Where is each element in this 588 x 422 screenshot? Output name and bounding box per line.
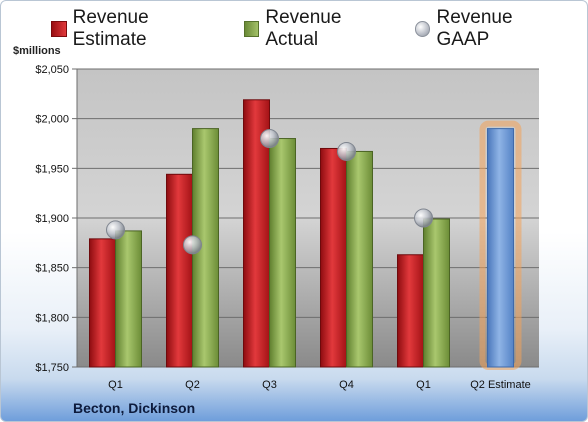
bar-revenue-actual	[269, 138, 296, 368]
marker-revenue-gaap	[260, 129, 279, 149]
y-tick-label: $2,050	[35, 64, 69, 76]
legend-label-gaap: Revenue GAAP	[436, 7, 513, 50]
y-axis-units-label: $millions	[13, 45, 61, 57]
y-tick-label: $1,850	[35, 263, 69, 275]
marker-revenue-gaap	[106, 220, 125, 240]
marker-revenue-gaap	[337, 141, 356, 161]
x-tick-label: Q3	[262, 379, 277, 391]
bar-revenue-estimate	[397, 254, 424, 368]
bar-revenue-estimate	[320, 147, 347, 368]
x-tick-label: Q4	[339, 379, 354, 391]
x-tick-label: Q1	[416, 379, 431, 391]
y-tick-label: $1,950	[35, 163, 69, 175]
x-tick-label: Q2 Estimate	[470, 379, 531, 391]
y-tick-label: $1,900	[35, 213, 69, 225]
legend-swatch-actual	[243, 21, 260, 37]
bar-revenue-estimate	[89, 238, 116, 368]
y-tick-label: $1,800	[35, 312, 69, 324]
legend-label-actual: Revenue Actual	[265, 7, 342, 50]
legend-item-actual: Revenue Actual	[243, 7, 395, 51]
legend-item-gaap: Revenue GAAP	[414, 7, 567, 51]
y-axis-ticks: $1,750 $1,800 $1,850 $1,900 $1,950 $2,000 $2,0…	[35, 64, 539, 374]
legend-item-estimate: Revenue Estimate	[51, 7, 224, 51]
bar-revenue-estimate-forecast	[487, 128, 514, 368]
bars	[89, 99, 522, 370]
legend-swatch-estimate	[51, 21, 67, 37]
bar-revenue-actual	[115, 230, 142, 368]
marker-revenue-gaap	[183, 235, 202, 255]
gaap-markers	[106, 129, 433, 255]
y-tick-label: $1,750	[35, 362, 69, 374]
legend-label-estimate: Revenue Estimate	[72, 7, 149, 50]
legend-marker-gaap	[414, 21, 431, 37]
bar-revenue-actual	[346, 150, 373, 368]
bar-revenue-actual	[423, 218, 450, 368]
bar-revenue-estimate	[166, 173, 193, 368]
legend: Revenue Estimate Revenue Actual Revenue …	[51, 7, 587, 50]
marker-revenue-gaap	[414, 208, 433, 228]
x-axis-ticks: Q1 Q2 Q3 Q4 Q1 Q2 Estimate	[108, 379, 531, 391]
x-tick-label: Q1	[108, 379, 123, 391]
x-tick-label: Q2	[185, 379, 200, 391]
company-name: Becton, Dickinson	[73, 400, 196, 416]
y-tick-label: $2,000	[35, 114, 69, 126]
